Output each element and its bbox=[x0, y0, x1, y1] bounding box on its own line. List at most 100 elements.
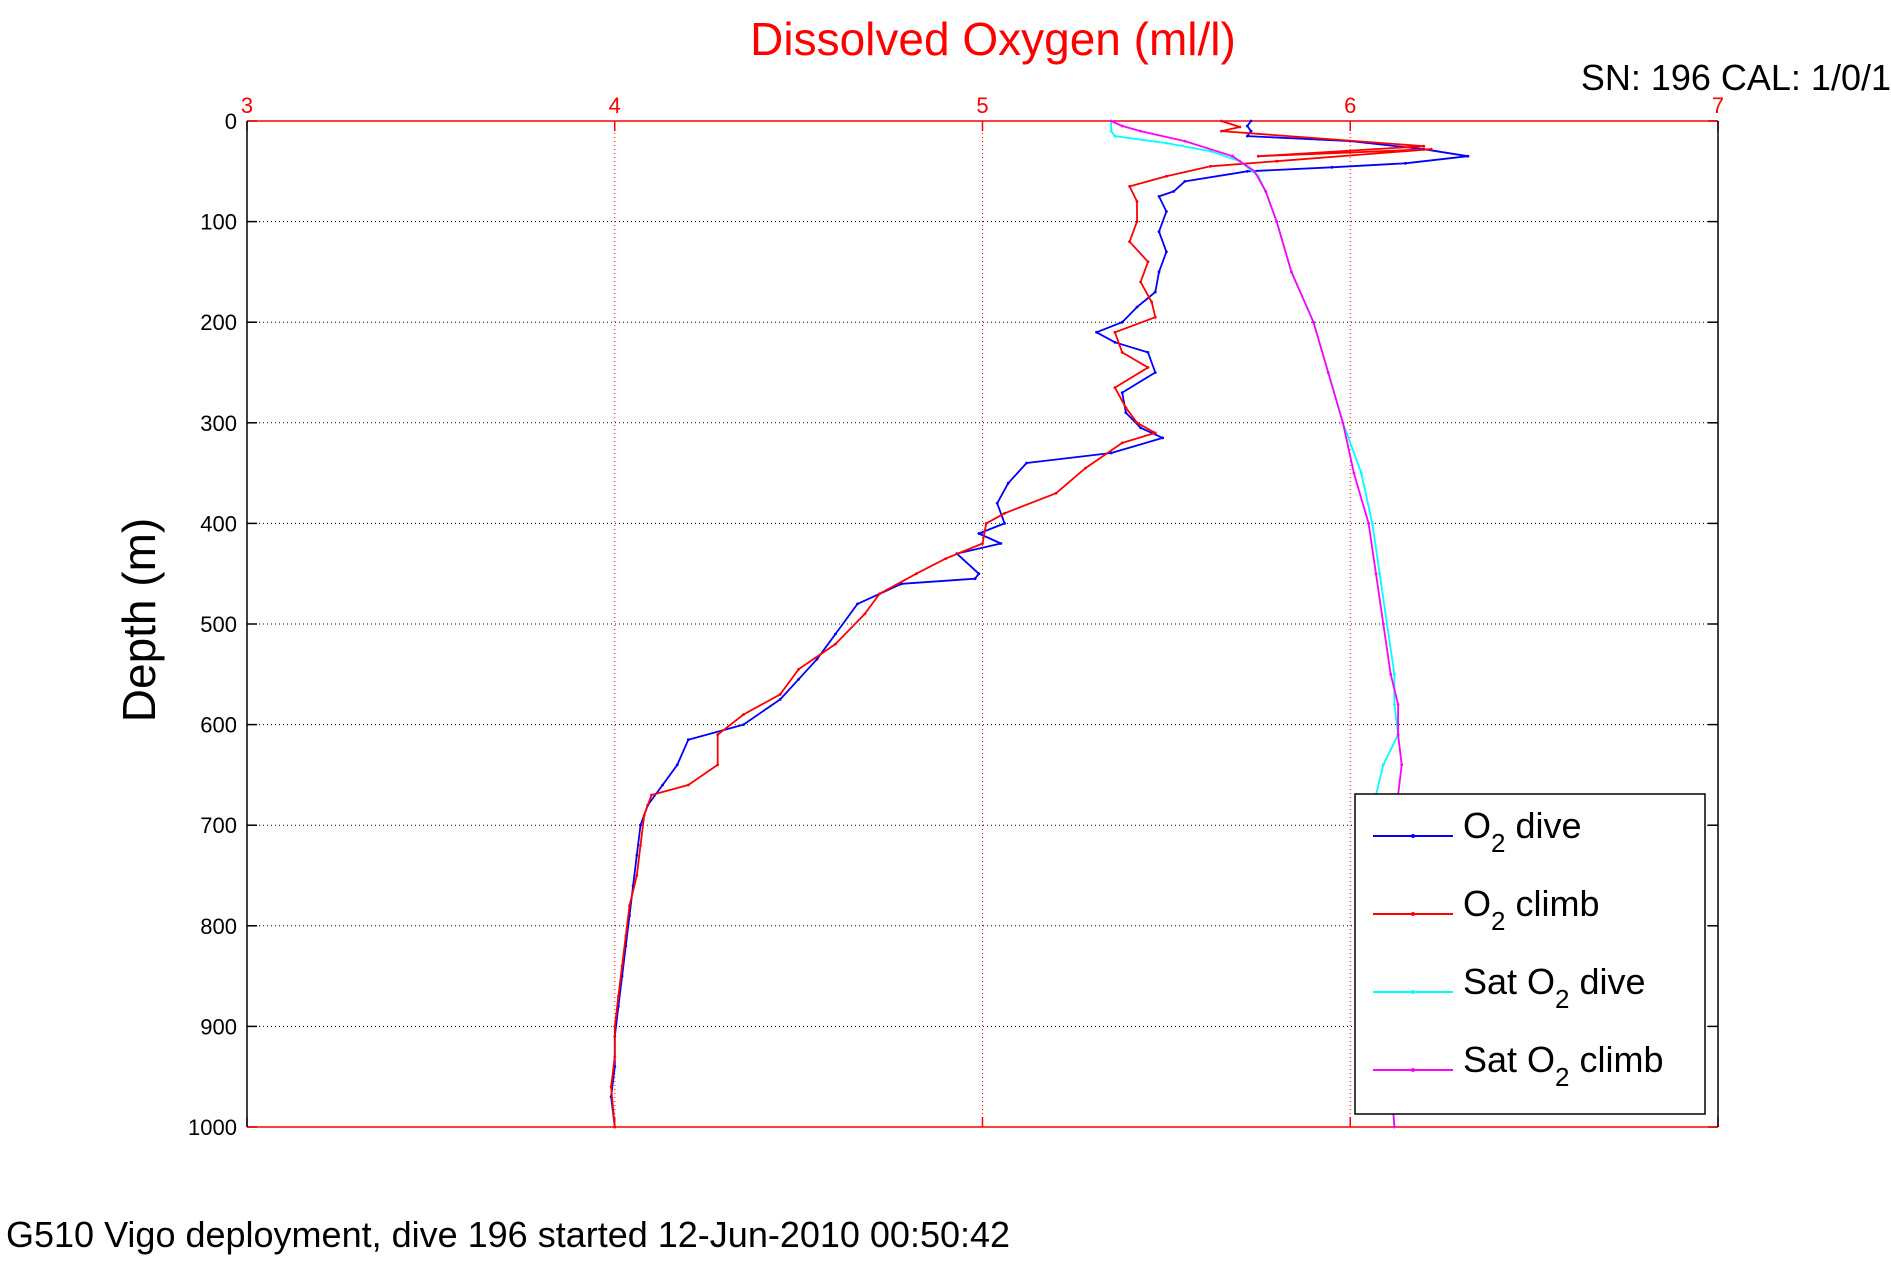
o2-dive-point bbox=[797, 677, 800, 681]
o2-climb-point bbox=[1238, 125, 1242, 129]
o2-climb-point bbox=[613, 1055, 617, 1058]
o2-climb-point bbox=[1120, 441, 1124, 445]
x-tick-label: 7 bbox=[1712, 93, 1724, 118]
sat-climb-point bbox=[1389, 672, 1393, 676]
sat-dive-point bbox=[1359, 471, 1363, 475]
o2-dive-point bbox=[1153, 290, 1157, 294]
sat-climb-point bbox=[1253, 169, 1256, 173]
legend-box bbox=[1354, 793, 1706, 1115]
x-tick-label: 5 bbox=[976, 93, 988, 118]
o2-climb-point bbox=[1120, 351, 1124, 354]
legend: O2 dive O2 climb Sat O2 dive Sat O2 climb bbox=[1354, 793, 1706, 1115]
x-tick-label: 3 bbox=[241, 93, 253, 118]
y-tick-label: 100 bbox=[200, 210, 237, 235]
o2-dive-point bbox=[742, 723, 745, 726]
o2-dive-point bbox=[1157, 230, 1161, 234]
sat-climb-point bbox=[1374, 572, 1378, 576]
sat-dive-point bbox=[1385, 622, 1389, 626]
sat-dive-point bbox=[1370, 522, 1374, 525]
o2-dive-point bbox=[1157, 195, 1161, 198]
o2-dive-line bbox=[610, 120, 1469, 1128]
sat-climb-point bbox=[1139, 129, 1142, 133]
o2-climb-point bbox=[1153, 315, 1157, 319]
axes bbox=[246, 120, 1719, 1128]
legend-marker bbox=[1411, 834, 1415, 838]
o2-climb-point bbox=[797, 667, 800, 671]
o2-climb-point bbox=[1220, 119, 1223, 123]
sat-climb-point bbox=[1264, 190, 1268, 193]
y-tick-label: 400 bbox=[200, 511, 237, 536]
o2-climb-point bbox=[716, 763, 720, 767]
o2-dive-point bbox=[1183, 180, 1187, 183]
o2-climb-point bbox=[1150, 300, 1154, 304]
x-tick-label: 6 bbox=[1344, 93, 1356, 118]
o2-dive-point bbox=[1146, 351, 1150, 354]
o2-dive-point bbox=[856, 602, 859, 606]
o2-dive-point bbox=[686, 738, 690, 742]
o2-climb-point bbox=[1084, 466, 1087, 470]
o2-climb-point bbox=[613, 1025, 617, 1028]
o2-climb-point bbox=[1153, 431, 1157, 435]
sat-dive-point bbox=[1109, 129, 1113, 133]
o2-climb-point bbox=[642, 813, 646, 817]
o2-dive-point bbox=[1120, 391, 1124, 394]
o2-climb-point bbox=[1135, 220, 1139, 224]
o2-dive-point bbox=[1249, 129, 1253, 133]
legend-label: Sat O2 dive bbox=[1463, 961, 1646, 1014]
o2-dive-point bbox=[834, 632, 837, 636]
sat-dive-point bbox=[1165, 141, 1168, 145]
o2-climb-point bbox=[686, 783, 690, 787]
o2-dive-point bbox=[1124, 411, 1128, 415]
legend-marker bbox=[1411, 912, 1415, 916]
sat-climb-point bbox=[1120, 124, 1124, 128]
o2-dive-point bbox=[1095, 330, 1098, 334]
o2-climb-point bbox=[1054, 491, 1058, 495]
y-tick-label: 900 bbox=[200, 1014, 237, 1039]
o2-dive-point bbox=[1006, 481, 1010, 485]
y-tick-label: 600 bbox=[200, 713, 237, 738]
o2-climb-point bbox=[1113, 386, 1117, 389]
sat-climb-point bbox=[1367, 522, 1370, 525]
o2-climb-point bbox=[1128, 240, 1131, 244]
legend-label: O2 dive bbox=[1463, 805, 1582, 858]
o2-climb-point bbox=[628, 904, 631, 908]
sat-dive-point bbox=[1209, 149, 1212, 153]
o2-climb-point bbox=[914, 572, 918, 576]
o2-dive-point bbox=[815, 657, 819, 661]
chart-title: Dissolved Oxygen (ml/l) bbox=[750, 13, 1236, 65]
legend-label: O2 climb bbox=[1463, 883, 1600, 936]
o2-climb-point bbox=[834, 642, 837, 646]
o2-dive-point bbox=[977, 532, 981, 535]
serial-calibration-label: SN: 196 CAL: 1/0/1 bbox=[1581, 57, 1891, 98]
o2-climb-point bbox=[1135, 421, 1139, 425]
o2-dive-point bbox=[973, 577, 977, 581]
sat-dive-point bbox=[1381, 763, 1385, 767]
o2-climb-point bbox=[635, 874, 639, 877]
legend-marker bbox=[1411, 1068, 1415, 1072]
o2-dive-point bbox=[995, 501, 999, 505]
sat-climb-point bbox=[1393, 1125, 1396, 1129]
o2-dive-point bbox=[1404, 161, 1407, 165]
o2-climb-point bbox=[1124, 406, 1128, 410]
o2-climb-point bbox=[1422, 144, 1426, 148]
y-tick-label: 700 bbox=[200, 813, 237, 838]
o2-climb-point bbox=[981, 542, 984, 545]
o2-dive-point bbox=[1025, 461, 1028, 465]
legend-label: Sat O2 climb bbox=[1463, 1039, 1664, 1092]
o2-dive-point bbox=[1330, 165, 1334, 169]
o2-dive-point bbox=[1172, 190, 1176, 193]
sat-climb-point bbox=[1290, 270, 1293, 274]
o2-dive-point bbox=[639, 823, 642, 827]
o2-climb-point bbox=[620, 964, 624, 968]
o2-dive-point bbox=[1165, 210, 1168, 213]
sat-climb-point bbox=[1183, 139, 1187, 143]
o2-climb-point bbox=[1220, 129, 1223, 133]
y-tick-label: 800 bbox=[200, 914, 237, 939]
o2-dive-point bbox=[1466, 154, 1470, 158]
y-tick-label: 500 bbox=[200, 612, 237, 637]
x-tick-label: 4 bbox=[609, 93, 621, 118]
o2-climb-point bbox=[609, 1085, 613, 1089]
o2-climb-point bbox=[650, 793, 653, 797]
sat-climb-point bbox=[1400, 763, 1404, 767]
